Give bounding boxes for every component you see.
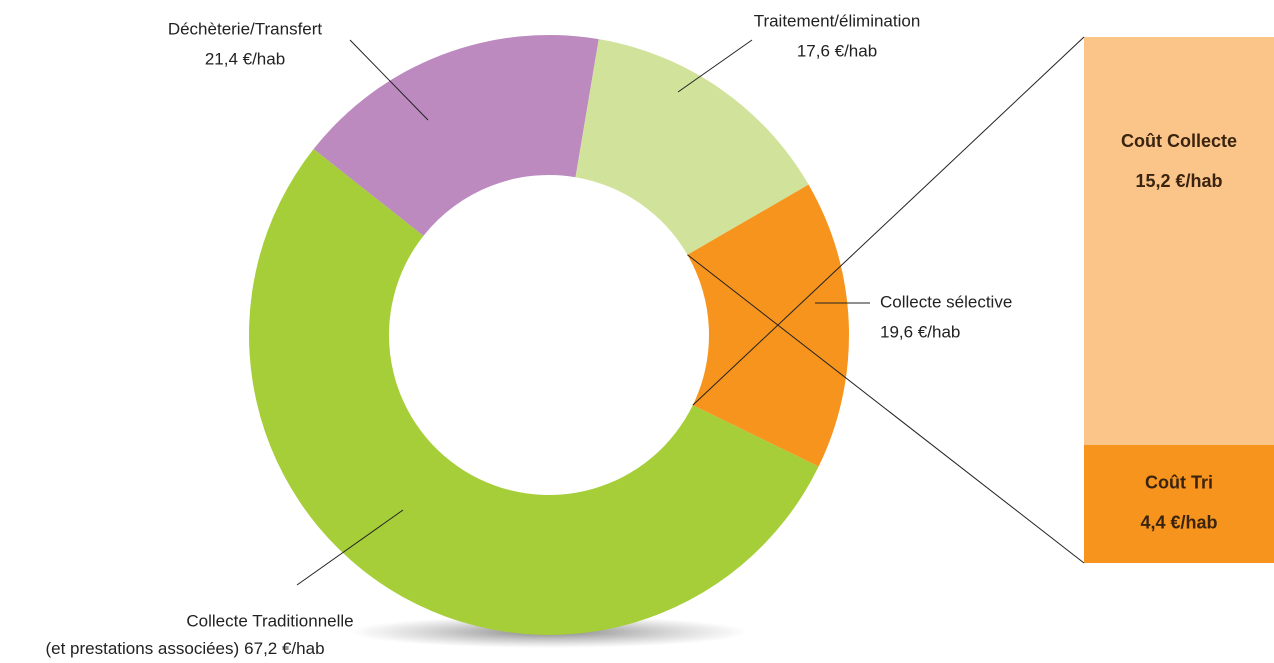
value-label: 67,2 €/hab — [244, 639, 324, 658]
slice-label: Collecte sélective — [880, 292, 1012, 311]
slice-label: Collecte Traditionnelle — [186, 611, 353, 630]
value-label: 21,4 €/hab — [205, 49, 285, 68]
category-note: (et prestations associées) — [45, 639, 239, 658]
slice-label: (et prestations associées) 67,2 €/hab — [45, 639, 324, 658]
bar-label: Coût Tri — [1145, 473, 1213, 493]
leader-line — [296, 509, 404, 586]
leader-line — [349, 39, 429, 121]
bar-label: 4,4 €/hab — [1140, 513, 1217, 533]
leader-line — [677, 39, 753, 93]
value-label: 19,6 €/hab — [880, 322, 960, 341]
doughnut-slice — [687, 184, 849, 467]
doughnut-slice — [313, 34, 599, 236]
breakout-bar — [1084, 444, 1274, 563]
connector — [692, 36, 1085, 406]
slice-label: Traitement/élimination — [754, 11, 921, 30]
connector — [687, 254, 1085, 564]
breakout-bar — [1084, 37, 1274, 445]
doughnut-slice — [575, 39, 809, 255]
slice-label: Déchèterie/Transfert — [168, 19, 323, 38]
doughnut-slice — [249, 149, 819, 635]
bar-label: Coût Collecte — [1121, 131, 1237, 151]
bar-label: 15,2 €/hab — [1135, 171, 1222, 191]
value-label: 17,6 €/hab — [797, 41, 877, 60]
